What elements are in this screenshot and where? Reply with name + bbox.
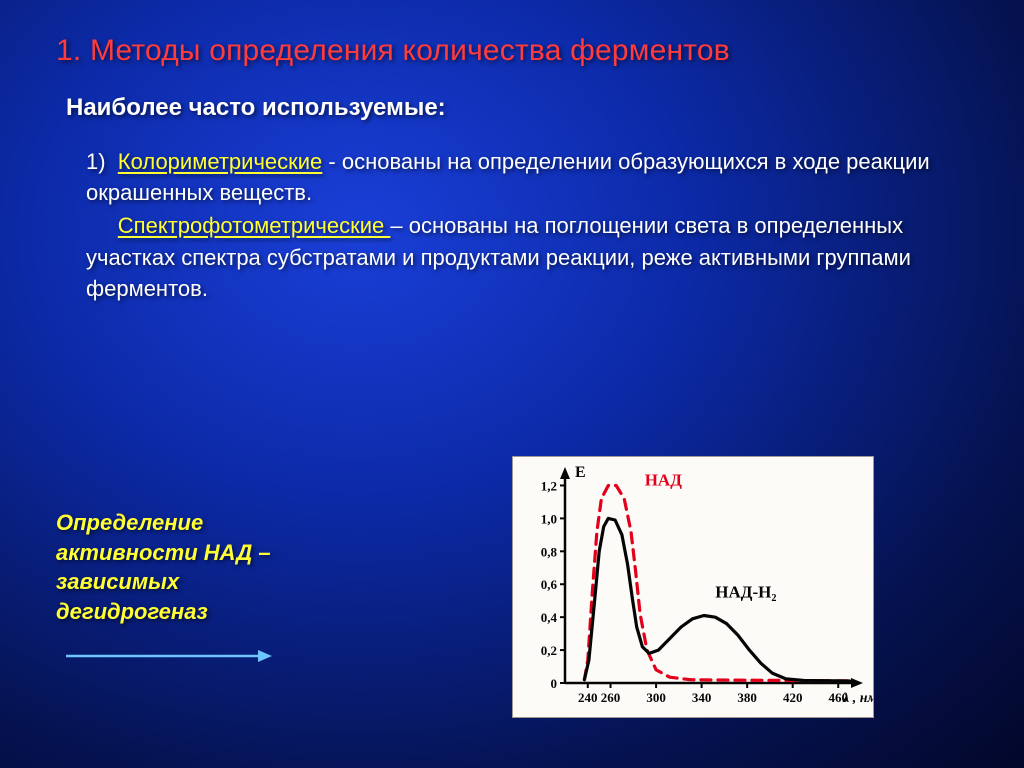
slide-title: 1. Методы определения количества фермент… [56, 34, 968, 68]
caption-line-2: активности НАД – [56, 538, 336, 568]
slide: 1. Методы определения количества фермент… [0, 0, 1024, 768]
svg-text:260: 260 [601, 690, 621, 705]
svg-text:0,2: 0,2 [541, 643, 557, 658]
svg-text:300: 300 [646, 690, 666, 705]
svg-text:НАД-Н₂: НАД-Н₂ [715, 582, 776, 601]
svg-text:240: 240 [578, 690, 598, 705]
figure-area: Определение активности НАД – зависимых д… [0, 428, 1024, 728]
svg-text:0,4: 0,4 [541, 610, 558, 625]
svg-text:0,6: 0,6 [541, 577, 558, 592]
svg-text:Е: Е [575, 464, 586, 481]
svg-text:340: 340 [692, 690, 712, 705]
svg-text:0: 0 [551, 676, 558, 691]
list-number: 1) [86, 149, 106, 174]
svg-text:1,0: 1,0 [541, 511, 557, 526]
term-colorimetric: Колориметрические [118, 149, 323, 174]
svg-text:0,8: 0,8 [541, 544, 558, 559]
caption-line-1: Определение [56, 508, 336, 538]
body-text: 1) Колориметрические - основаны на опред… [86, 146, 968, 304]
svg-text:420: 420 [783, 690, 803, 705]
svg-text:380: 380 [737, 690, 757, 705]
slide-subtitle: Наиболее часто используемые: [66, 94, 968, 122]
svg-text:1,2: 1,2 [541, 478, 557, 493]
arrow-icon [64, 648, 274, 669]
absorption-chart: 00,20,40,60,81,01,2Е24026030034038042046… [512, 456, 874, 718]
term-spectro: Спектрофотометрические [118, 213, 391, 238]
svg-text:НАД: НАД [645, 470, 683, 489]
caption-line-4: дегидрогеназ [56, 597, 336, 627]
svg-text:λ , нм: λ , нм [842, 691, 873, 706]
figure-caption: Определение активности НАД – зависимых д… [56, 508, 336, 627]
caption-line-3: зависимых [56, 567, 336, 597]
